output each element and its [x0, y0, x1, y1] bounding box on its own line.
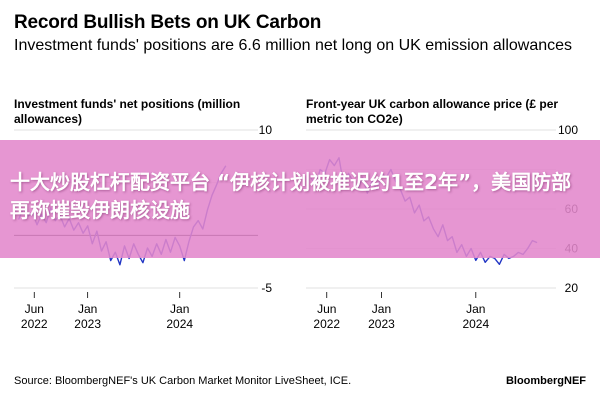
left-x-tick-label-month: Jan [78, 302, 97, 316]
right-y-tick-label: 100 [558, 123, 578, 137]
left-y-tick-label: -5 [261, 281, 272, 295]
left-x-tick-label-month: Jun [25, 302, 44, 316]
left-x-tick-label-month: Jan [170, 302, 189, 316]
left-x-tick-label-year: 2022 [21, 317, 48, 331]
overlay-banner [0, 140, 600, 258]
right-x-tick-label-month: Jan [466, 302, 485, 316]
left-panel-title: Investment funds' net positions (million… [14, 97, 241, 126]
right-x-tick-label-year: 2022 [313, 317, 340, 331]
right-x-tick-label-month: Jan [372, 302, 391, 316]
page-subtitle: Investment funds' positions are 6.6 mill… [14, 37, 573, 54]
left-y-tick-label: 10 [259, 123, 273, 137]
right-x-tick-label-year: 2023 [368, 317, 395, 331]
brand-logo: BloombergNEF [505, 375, 586, 387]
right-x-tick-label-month: Jun [317, 302, 336, 316]
right-y-tick-label: 20 [565, 281, 579, 295]
left-x-tick-label-year: 2023 [74, 317, 101, 331]
right-x-tick-label-year: 2024 [462, 317, 489, 331]
right-panel-title: Front-year UK carbon allowance price (£ … [306, 97, 559, 126]
overlay-banner-text: 十大炒股杠杆配资平台 “伊核计划被推迟约1至2年”，美国防部再称摧毁伊朗核设施 [10, 170, 572, 222]
source-note: Source: BloombergNEF's UK Carbon Market … [14, 375, 352, 387]
left-x-tick-label-year: 2024 [166, 317, 193, 331]
page-title: Record Bullish Bets on UK Carbon [14, 12, 322, 33]
